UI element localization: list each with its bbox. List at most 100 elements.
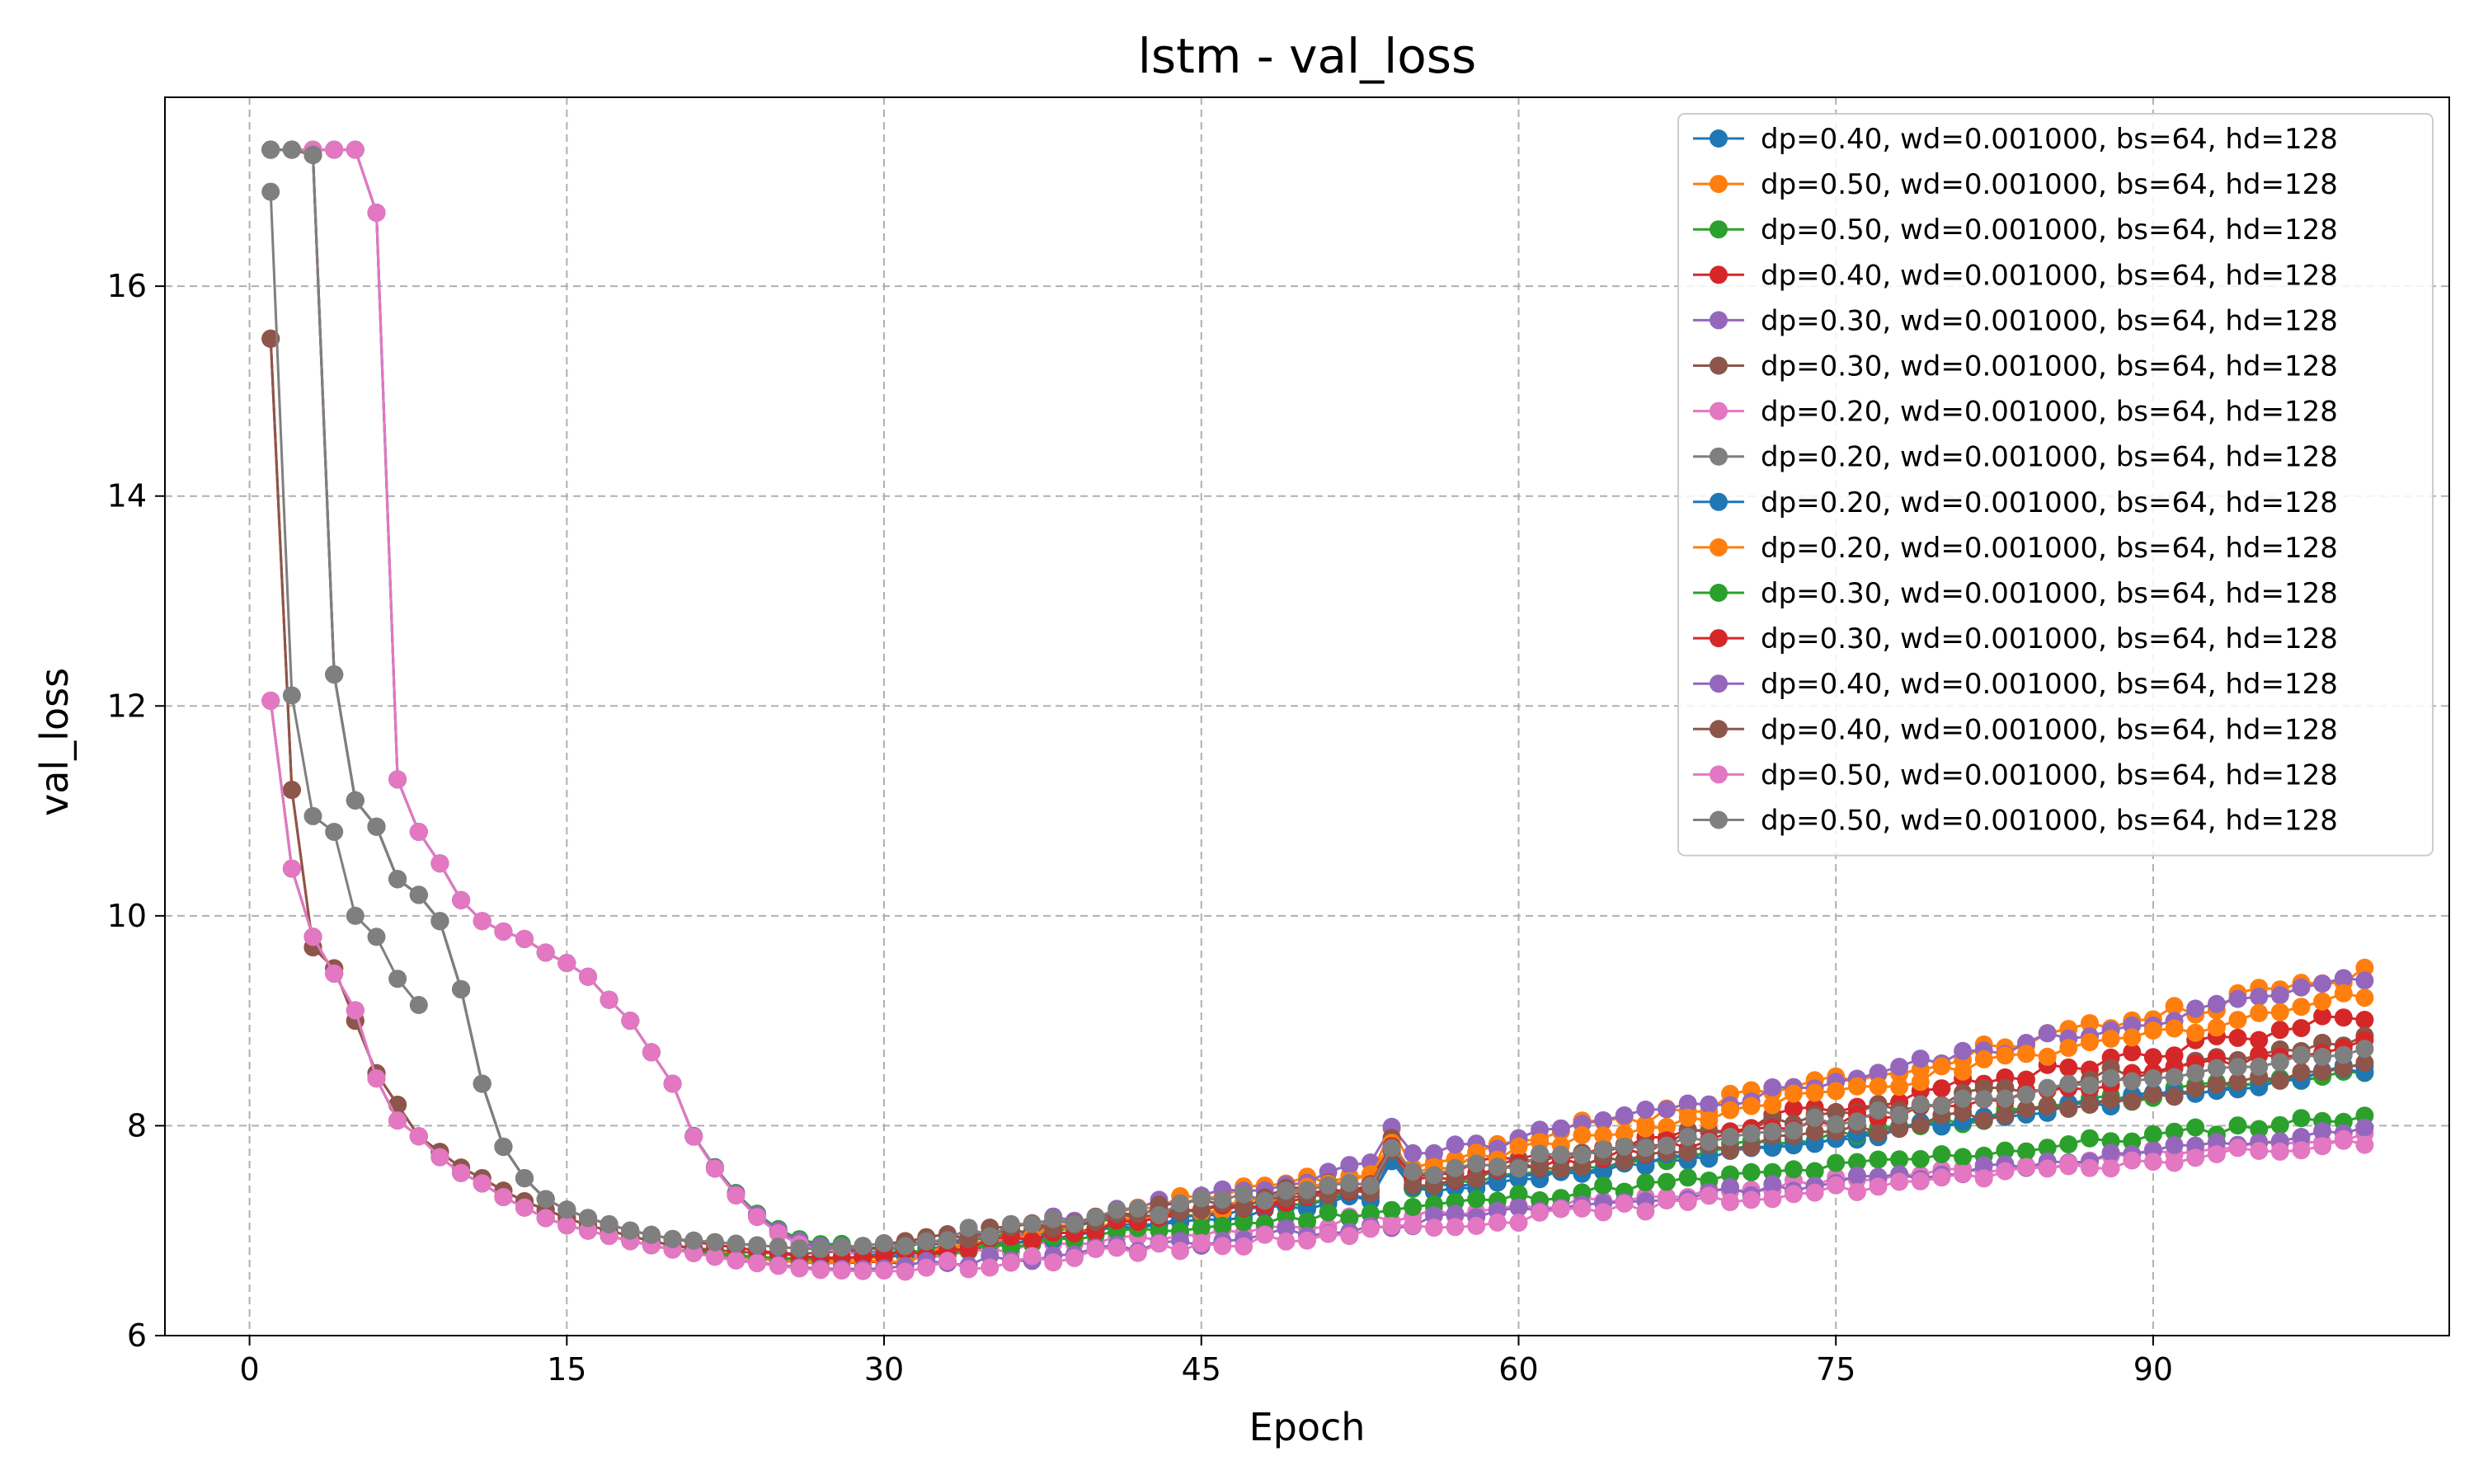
data-point xyxy=(1954,1089,1973,1108)
data-point xyxy=(2101,1068,2120,1087)
x-axis: 0 15 30 45 60 75 90 xyxy=(239,1336,2173,1388)
data-point xyxy=(1974,1050,1993,1068)
data-point xyxy=(1340,1209,1359,1228)
data-point xyxy=(1277,1232,1296,1251)
data-point xyxy=(1996,1141,2015,1160)
data-point xyxy=(1890,1120,1909,1139)
data-point xyxy=(1192,1219,1211,1237)
data-point xyxy=(1784,1121,1803,1140)
legend-item: dp=0.40, wd=0.001000, bs=64, hd=128 xyxy=(1693,123,2338,156)
legend-swatch-marker xyxy=(1710,492,1728,511)
data-point xyxy=(1340,1156,1359,1175)
data-point xyxy=(2313,1062,2332,1081)
data-point xyxy=(2017,1045,2035,1064)
data-point xyxy=(2059,1099,2078,1118)
data-point xyxy=(2101,1091,2120,1109)
data-point xyxy=(1255,1191,1274,1210)
data-point xyxy=(2334,1008,2353,1027)
data-point xyxy=(1065,1214,1084,1233)
data-point xyxy=(2228,1139,2247,1158)
data-point xyxy=(1424,1219,1443,1237)
data-point xyxy=(2334,1059,2353,1078)
data-point xyxy=(1742,1190,1761,1209)
series-line xyxy=(270,148,2365,1251)
x-tick-label: 60 xyxy=(1498,1351,1538,1388)
data-point xyxy=(2270,1021,2289,1040)
data-point xyxy=(2081,1076,2099,1095)
data-point xyxy=(1932,1057,1951,1076)
data-point xyxy=(2207,1018,2226,1037)
y-tick-label: 14 xyxy=(107,478,147,514)
data-point xyxy=(1805,1162,1824,1181)
data-point xyxy=(1340,1227,1359,1246)
data-point xyxy=(2250,1003,2269,1022)
data-point xyxy=(2123,1043,2142,1062)
data-point xyxy=(2143,1085,2162,1104)
y-tick-label: 10 xyxy=(107,898,147,934)
data-point xyxy=(2081,1014,2099,1032)
data-point xyxy=(875,1234,893,1252)
data-point xyxy=(2207,1145,2226,1163)
data-point xyxy=(2270,1142,2289,1161)
legend-label: dp=0.50, wd=0.001000, bs=64, hd=128 xyxy=(1761,805,2338,838)
data-point xyxy=(2143,1068,2162,1087)
data-point xyxy=(1573,1199,1592,1218)
data-point xyxy=(1869,1077,1888,1096)
data-point xyxy=(2017,1158,2035,1176)
data-point xyxy=(2355,1011,2374,1029)
data-point xyxy=(2081,1158,2099,1177)
legend-item: dp=0.50, wd=0.001000, bs=64, hd=128 xyxy=(1693,805,2338,838)
data-point xyxy=(2081,1033,2099,1052)
data-point xyxy=(1001,1214,1020,1233)
data-point xyxy=(1742,1162,1761,1181)
data-point xyxy=(1763,1122,1782,1141)
data-point xyxy=(282,140,301,159)
data-point xyxy=(325,964,344,983)
data-point xyxy=(515,1169,534,1188)
data-point xyxy=(261,691,280,710)
data-point xyxy=(325,140,344,159)
data-point xyxy=(325,823,344,841)
legend-swatch-marker xyxy=(1710,175,1728,194)
data-point xyxy=(1911,1073,1930,1092)
data-point xyxy=(2038,1139,2057,1158)
data-point xyxy=(1023,1214,1042,1233)
data-point xyxy=(2207,1059,2226,1078)
data-point xyxy=(1721,1128,1739,1146)
data-point xyxy=(1594,1203,1613,1222)
x-tick-label: 30 xyxy=(864,1351,904,1388)
data-point xyxy=(1551,1145,1570,1164)
data-point xyxy=(1890,1078,1909,1097)
data-point xyxy=(2292,1109,2311,1128)
data-point xyxy=(1678,1108,1697,1127)
data-point xyxy=(1573,1125,1592,1144)
data-point xyxy=(1763,1175,1782,1194)
data-point xyxy=(409,1127,428,1146)
data-point xyxy=(621,1012,640,1031)
data-point xyxy=(1869,1101,1888,1120)
data-point xyxy=(684,1127,703,1146)
data-point xyxy=(303,806,322,825)
data-point xyxy=(2355,958,2374,977)
data-point xyxy=(1911,1115,1930,1134)
data-point xyxy=(2250,1031,2269,1050)
data-point xyxy=(854,1261,872,1280)
data-point xyxy=(938,1252,957,1270)
data-point xyxy=(663,1074,682,1093)
data-point xyxy=(2038,1159,2057,1178)
data-point xyxy=(1721,1141,1739,1160)
data-point xyxy=(2059,1135,2078,1153)
data-point xyxy=(2186,1118,2205,1137)
legend-swatch-marker xyxy=(1710,129,1728,148)
data-point xyxy=(1509,1214,1528,1233)
data-point xyxy=(1658,1100,1676,1119)
data-point xyxy=(2292,1045,2311,1064)
data-point xyxy=(2228,1028,2247,1047)
y-tick-label: 6 xyxy=(127,1317,147,1354)
data-point xyxy=(621,1221,640,1240)
data-point xyxy=(2355,1118,2374,1137)
data-point xyxy=(1086,1240,1105,1258)
data-point xyxy=(1954,1062,1973,1081)
data-point xyxy=(1700,1111,1719,1129)
data-point xyxy=(2355,1040,2374,1059)
